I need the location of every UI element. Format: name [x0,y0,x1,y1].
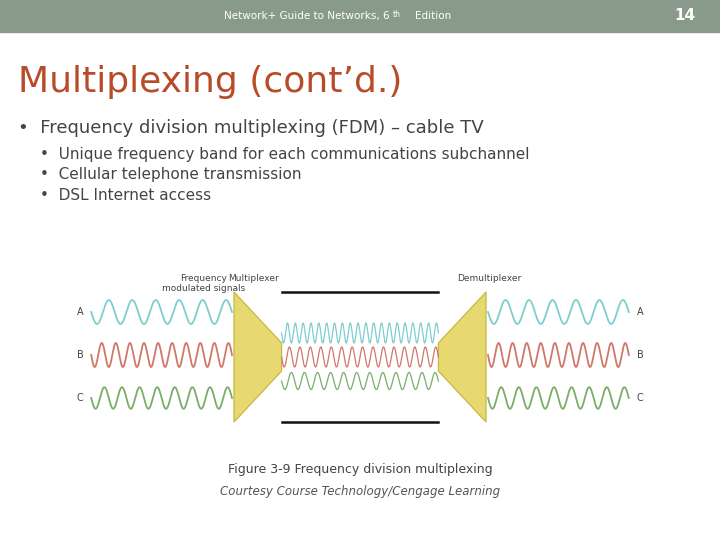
Bar [0,0,720,32]
Text: Edition: Edition [415,11,451,21]
Text: •  Unique frequency band for each communications subchannel: • Unique frequency band for each communi… [40,147,529,163]
Text: 14: 14 [674,9,695,24]
Text: A: A [636,307,643,317]
Text: •  Frequency division multiplexing (FDM) – cable TV: • Frequency division multiplexing (FDM) … [18,119,484,137]
Text: C: C [76,393,84,403]
Text: A: A [77,307,84,317]
Text: Multiplexer: Multiplexer [228,274,279,283]
Text: Demultiplexer: Demultiplexer [456,274,521,283]
Polygon shape [234,292,282,422]
Text: •  DSL Internet access: • DSL Internet access [40,188,211,204]
Text: •  Cellular telephone transmission: • Cellular telephone transmission [40,167,302,183]
Text: Courtesy Course Technology/Cengage Learning: Courtesy Course Technology/Cengage Learn… [220,485,500,498]
Polygon shape [438,292,486,422]
Text: C: C [636,393,644,403]
Text: B: B [636,350,644,360]
Text: Multiplexing (cont’d.): Multiplexing (cont’d.) [18,65,402,99]
Text: Frequency
modulated signals: Frequency modulated signals [161,274,245,293]
Text: Figure 3-9 Frequency division multiplexing: Figure 3-9 Frequency division multiplexi… [228,463,492,476]
Text: th: th [393,10,401,19]
Text: Network+ Guide to Networks, 6: Network+ Guide to Networks, 6 [225,11,390,21]
Text: B: B [76,350,84,360]
